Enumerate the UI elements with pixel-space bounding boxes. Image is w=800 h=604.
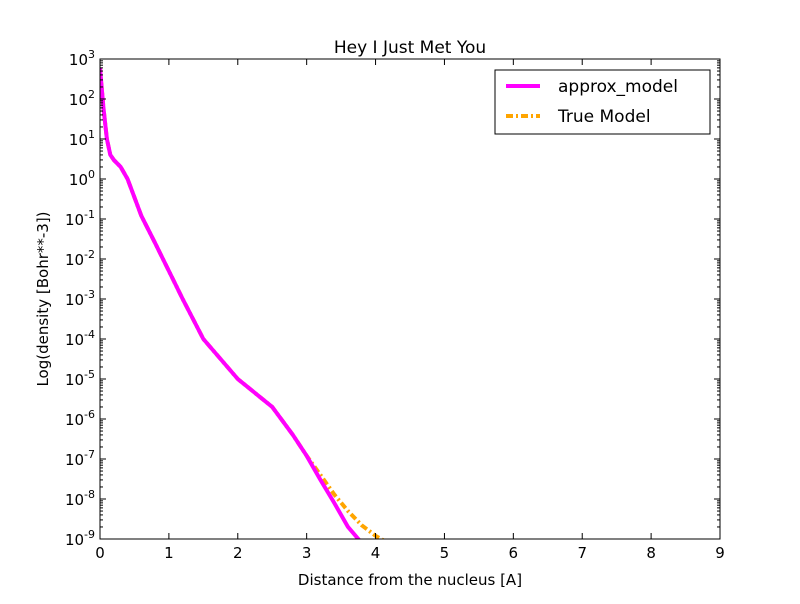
y-tick-label: 102 xyxy=(69,88,95,109)
series-layer xyxy=(100,67,386,539)
legend-label-approx-model: approx_model xyxy=(558,77,678,97)
x-tick-label: 5 xyxy=(440,544,450,562)
y-tick-label: 10-7 xyxy=(65,448,95,469)
y-tick-label: 10-6 xyxy=(65,408,95,429)
legend-label-true-model: True Model xyxy=(557,107,651,127)
legend: approx_model True Model xyxy=(494,69,711,135)
x-tick-label: 6 xyxy=(509,544,519,562)
x-tick-label: 9 xyxy=(715,544,725,562)
x-tick-label: 0 xyxy=(95,544,105,562)
x-tick-label: 7 xyxy=(577,544,587,562)
x-tick-label: 2 xyxy=(233,544,243,562)
y-tick-label: 10-9 xyxy=(65,528,95,549)
legend-box xyxy=(494,69,711,135)
y-tick-label: 10-1 xyxy=(65,208,95,229)
y-tick-label: 100 xyxy=(69,168,95,189)
y-tick-label: 10-5 xyxy=(65,368,95,389)
series-line-approx-model xyxy=(100,67,361,539)
series-line-true-model xyxy=(100,67,386,539)
x-tick-label: 8 xyxy=(646,544,656,562)
y-tick-label: 10-3 xyxy=(65,288,95,309)
y-axis-label: Log(density [Bohr**-3]) xyxy=(34,211,52,386)
y-tick-label: 10-8 xyxy=(65,488,95,509)
axis-ticks: 0 1 2 3 4 5 6 7 8 9 103 102 101 100 10-1 10-2 10-3 10-4 10… xyxy=(65,48,725,562)
y-tick-label: 10-2 xyxy=(65,248,95,269)
x-tick-label: 3 xyxy=(302,544,312,562)
y-tick-label: 10-4 xyxy=(65,328,95,349)
y-tick-label: 103 xyxy=(69,48,95,69)
x-tick-label: 4 xyxy=(371,544,381,562)
chart-title: Hey I Just Met You xyxy=(334,38,486,58)
x-tick-label: 1 xyxy=(164,544,174,562)
y-tick-label: 101 xyxy=(69,128,95,149)
x-axis-label: Distance from the nucleus [A] xyxy=(298,571,522,589)
